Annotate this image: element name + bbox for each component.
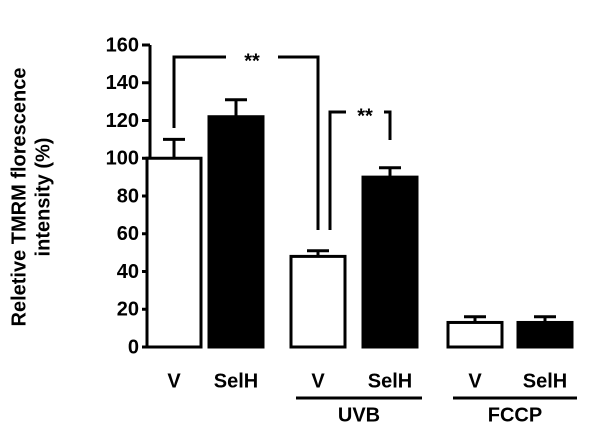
- x-tick-label: V: [167, 370, 181, 392]
- y-label-line: intensity (%): [32, 138, 54, 257]
- y-label-line: Reletive TMRM florescence: [8, 68, 30, 327]
- significance-bracket: [328, 110, 392, 230]
- y-tick-label: 0: [128, 336, 139, 358]
- y-tick-label: 160: [106, 34, 139, 56]
- x-tick-label: SelH: [214, 370, 258, 392]
- y-tick-label: 20: [117, 299, 139, 321]
- bar: [446, 320, 504, 349]
- y-tick-label: 100: [106, 148, 139, 170]
- y-tick-label: 140: [106, 72, 139, 94]
- group-label: UVB: [338, 404, 380, 426]
- y-tick-label: 60: [117, 223, 139, 245]
- significance-label: **: [357, 105, 373, 127]
- bar: [207, 115, 265, 349]
- x-tick-label: SelH: [368, 370, 412, 392]
- y-tick-label: 80: [117, 185, 139, 207]
- bar: [145, 156, 203, 349]
- bar: [289, 254, 347, 349]
- significance-label: **: [244, 50, 260, 72]
- y-tick-label: 120: [106, 110, 139, 132]
- y-tick-label: 40: [117, 261, 139, 283]
- x-tick-label: V: [311, 370, 325, 392]
- y-axis-title: Reletive TMRM florescence intensity (%): [8, 68, 54, 327]
- bar: [516, 320, 574, 349]
- group-label: FCCP: [488, 404, 542, 426]
- bar: [361, 175, 419, 349]
- significance-bracket: [172, 55, 320, 230]
- x-tick-label: SelH: [523, 370, 567, 392]
- x-tick-label: V: [468, 370, 482, 392]
